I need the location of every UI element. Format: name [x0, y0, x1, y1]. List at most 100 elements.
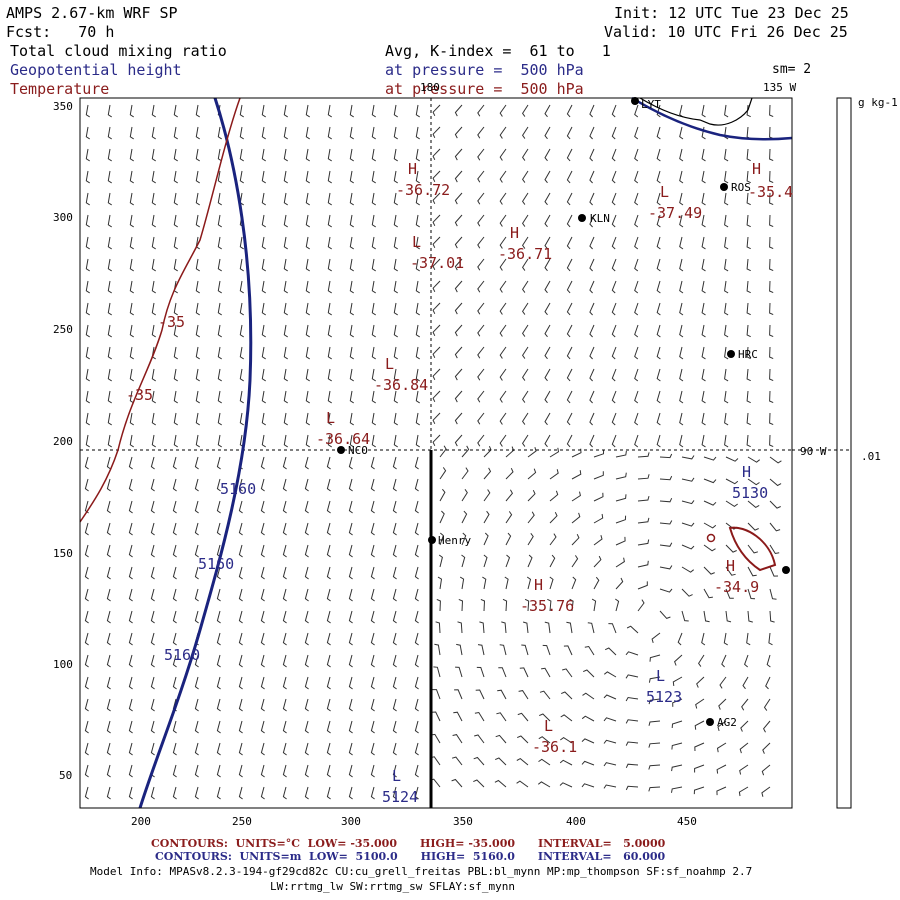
temp-extremum-value: -35.4 — [748, 183, 794, 201]
wind-barb — [679, 170, 684, 184]
x-tick: 300 — [341, 815, 361, 828]
wind-barb — [432, 346, 441, 359]
wind-barb — [173, 126, 178, 140]
wind-barb — [703, 610, 710, 623]
wind-barb — [718, 698, 727, 710]
wind-barb — [414, 698, 419, 712]
wind-barb — [725, 500, 738, 508]
wind-barb — [173, 192, 178, 206]
wind-barb — [282, 566, 287, 580]
wind-barb — [703, 566, 715, 575]
wind-barb — [505, 489, 514, 502]
wind-barb — [724, 368, 729, 382]
wind-barb — [544, 126, 551, 140]
wind-barb — [415, 236, 420, 250]
wind-barb — [681, 588, 693, 597]
wind-barb — [85, 148, 90, 162]
wind-barb — [477, 192, 485, 205]
wind-barb — [581, 738, 595, 744]
field-temperature: Temperature — [10, 80, 110, 98]
wind-barb — [348, 742, 353, 756]
wind-barb — [173, 236, 178, 250]
lon-135w-label: 135 W — [763, 81, 797, 94]
wind-barb — [494, 779, 507, 788]
wind-barb — [693, 786, 705, 795]
wind-barb — [611, 104, 617, 118]
wind-barb — [371, 324, 376, 338]
wind-barb — [282, 500, 287, 514]
wind-barb — [414, 478, 419, 492]
wind-barb — [349, 412, 354, 426]
wind-barb — [499, 302, 507, 315]
wind-barb — [194, 522, 199, 536]
wind-barb — [432, 126, 441, 139]
wind-barb — [477, 390, 485, 403]
y-tick: 300 — [53, 211, 73, 224]
temp-extremum-value: -36.72 — [396, 181, 451, 199]
wind-barb — [566, 412, 573, 426]
wind-barb — [107, 390, 112, 404]
wind-barb — [85, 192, 90, 206]
wind-barb — [392, 654, 397, 668]
wind-barb — [474, 711, 485, 722]
wind-barb — [501, 621, 507, 634]
wind-barb — [611, 170, 617, 184]
wind-barb — [769, 170, 774, 184]
wind-barb — [151, 368, 156, 382]
wind-barb — [195, 148, 200, 162]
wind-barb — [348, 588, 353, 602]
wind-barb — [526, 576, 532, 590]
wind-barb — [415, 148, 420, 162]
wind-barb — [349, 236, 354, 250]
wind-barb — [304, 500, 309, 514]
wind-barb — [371, 368, 376, 382]
wind-barb — [327, 346, 332, 360]
wind-barb — [656, 390, 661, 404]
wind-barb — [454, 346, 463, 359]
wind-barb — [327, 192, 332, 206]
wind-barb — [499, 104, 507, 117]
wind-barb — [106, 764, 111, 778]
wind-barb — [172, 456, 177, 470]
wind-barb — [349, 368, 354, 382]
wind-barb — [681, 477, 695, 482]
wind-barb — [128, 698, 133, 712]
wind-barb — [432, 390, 441, 403]
wind-barb — [282, 522, 287, 536]
wind-barb — [483, 510, 490, 524]
wind-barb — [634, 258, 639, 272]
wind-barb — [85, 390, 90, 404]
wind-barb — [260, 588, 265, 602]
wind-barb — [477, 126, 485, 139]
wind-barb — [479, 621, 485, 634]
temp-extremum-type: H — [510, 224, 520, 242]
wind-barb — [217, 214, 222, 228]
wind-barb — [348, 764, 353, 778]
wind-barb — [216, 764, 221, 778]
wind-barb — [194, 610, 199, 624]
wind-barb — [217, 324, 222, 338]
wind-barb — [151, 324, 156, 338]
wind-barb — [611, 192, 617, 206]
wind-barb — [128, 478, 133, 492]
temp-extremum-value: -34.9 — [714, 578, 760, 596]
wind-barb — [505, 554, 511, 568]
station-label: HRC — [738, 348, 758, 361]
wind-barb — [679, 148, 684, 162]
wind-barb — [477, 280, 485, 293]
wind-barb — [217, 346, 222, 360]
wind-barb — [571, 470, 582, 480]
wind-barb — [521, 104, 529, 117]
wind-barb — [716, 764, 727, 774]
forecast-hour: Fcst: 70 h — [6, 23, 115, 41]
wind-barb — [326, 632, 331, 646]
geo-extremum-value: 5124 — [382, 788, 419, 806]
wind-barb — [521, 390, 529, 403]
wind-barb — [581, 783, 595, 788]
wind-barb — [768, 632, 773, 646]
wind-barb — [432, 412, 441, 425]
wind-barb — [544, 368, 551, 382]
wind-barb — [539, 690, 551, 700]
wind-barb — [392, 742, 397, 756]
wind-barb — [724, 434, 729, 448]
